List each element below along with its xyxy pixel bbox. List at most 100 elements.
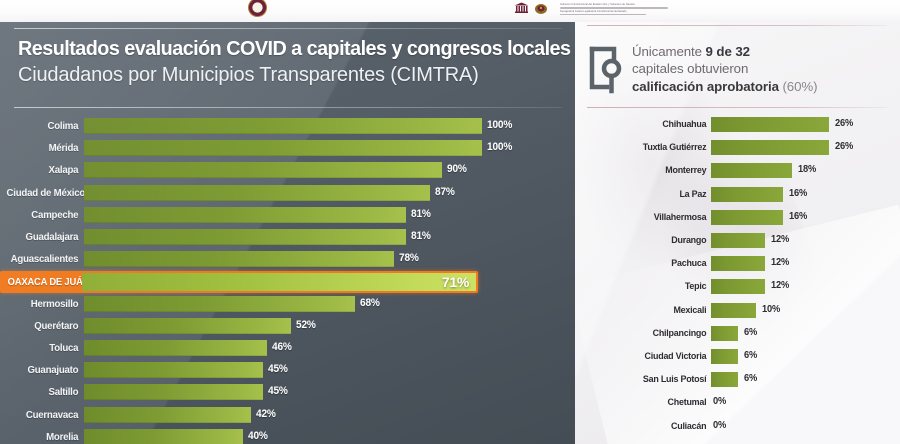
chart-row: Villahermosa 16% xyxy=(575,209,900,226)
chart-row: Tepic 12% xyxy=(575,278,900,295)
chart-row: Morelia 40% xyxy=(0,427,575,444)
right-chart-panel: Únicamente 9 de 32 capitales obtuvieron … xyxy=(575,22,900,444)
chart-row-label: Ciudad de México xyxy=(6,186,86,199)
chart-bar xyxy=(84,428,244,444)
chart-bar xyxy=(84,206,407,223)
callout-bold-2: calificación aprobatoria xyxy=(632,78,779,94)
chart-value-label: 90% xyxy=(447,163,467,176)
callout-line-2: capitales obtuvieron xyxy=(632,61,749,77)
chart-row: La Paz 16% xyxy=(575,186,900,203)
chart-value-label: 40% xyxy=(248,429,268,442)
chart-row-label: Saltillo xyxy=(48,386,79,399)
location-search-icon xyxy=(585,43,623,95)
chart-value-label: 100% xyxy=(487,119,513,131)
chart-row-label: Mérida xyxy=(48,142,79,155)
chart-bar xyxy=(711,140,829,156)
chart-row-label: Morelia xyxy=(46,430,79,443)
callout-lead: Únicamente xyxy=(632,43,706,59)
chart-value-label: 78% xyxy=(399,252,420,265)
chart-row-label: Aguascalientes xyxy=(10,253,79,266)
chart-value-label: 46% xyxy=(272,341,292,353)
chart-bar xyxy=(711,325,739,341)
chart-row: Chetumal 0% xyxy=(575,394,900,411)
chart-row-label: Villahermosa xyxy=(653,211,707,223)
chart-row: Durango 12% xyxy=(575,232,900,249)
chart-value-label: 26% xyxy=(834,141,853,153)
chart-row-highlighted: OAXACA DE JUÁREZ 71% xyxy=(0,271,575,294)
chart-value-label: 81% xyxy=(411,207,432,220)
institutional-banner: Gobierno Constitucional del Estado Libre… xyxy=(0,0,900,22)
chart-row: Chilpancingo 6% xyxy=(575,325,900,342)
chart-bar-track: 10% xyxy=(711,302,900,318)
chart-value-label: 12% xyxy=(771,257,790,269)
chart-bar xyxy=(84,406,252,423)
government-seal xyxy=(248,0,267,17)
chart-bar-track: 42% xyxy=(82,406,575,423)
chart-bar xyxy=(84,162,443,179)
chart-row-label: Toluca xyxy=(49,342,79,354)
chart-row-label: Tepic xyxy=(684,281,707,293)
chart-bar-track: 0% xyxy=(711,419,900,434)
chart-row: Monterrey 18% xyxy=(575,162,900,179)
chart-bar-track: 45% xyxy=(82,362,575,379)
chart-bar xyxy=(711,372,739,388)
chart-bar-track: 6% xyxy=(711,349,900,364)
chart-bar-track: 100% xyxy=(82,140,575,157)
chart-bar xyxy=(711,279,766,295)
chart-bar xyxy=(711,256,766,272)
chart-row: Mexicali 10% xyxy=(575,302,900,319)
page-title: Resultados evaluación COVID a capitales … xyxy=(18,37,571,60)
chart-value-label: 10% xyxy=(762,303,781,315)
highlight-frame: OAXACA DE JUÁREZ 71% xyxy=(0,271,478,294)
chart-bar xyxy=(84,295,355,312)
chart-bar-track: 90% xyxy=(82,162,575,179)
chart-row: Cuernavaca 42% xyxy=(0,405,575,425)
chart-value-label: 0% xyxy=(713,419,727,431)
institutional-caption: Gobierno Constitucional del Estado Libre… xyxy=(560,1,670,17)
chart-bar-track: 68% xyxy=(82,295,575,312)
chart-row-label: Colima xyxy=(47,120,79,132)
chart-value-label: 6% xyxy=(744,350,758,361)
header-rule-bottom xyxy=(14,107,562,108)
chart-value-label: 6% xyxy=(744,326,758,338)
congress-logo xyxy=(514,2,529,13)
chart-bar-track: 78% xyxy=(82,251,575,268)
chart-bar-track: 87% xyxy=(82,184,575,201)
callout-count: 9 de 32 xyxy=(705,43,751,59)
chart-bar: 71% xyxy=(82,273,476,292)
callout-rule-top xyxy=(587,25,887,26)
chart-row-label: Monterrey xyxy=(665,165,707,177)
chart-bar-track: 52% xyxy=(82,317,575,334)
chart-bar-track: 6% xyxy=(711,372,900,388)
chart-row: Ciudad Victoria 6% xyxy=(575,348,900,365)
chart-value-label: 68% xyxy=(359,296,380,309)
non-approving-capitals-bar-chart: Chihuahua 26% Tuxtla Gutiérrez 26% Monterrey… xyxy=(575,116,900,444)
chart-bar xyxy=(84,384,264,401)
chart-bar-track: 16% xyxy=(711,186,900,202)
page-subtitle: Ciudadanos por Municipios Transparentes … xyxy=(18,64,479,86)
chart-row-label: San Luis Potosí xyxy=(642,374,707,386)
chart-row-label: Querétaro xyxy=(34,319,79,332)
chart-bar-track: 12% xyxy=(711,279,900,295)
chart-value-label: 26% xyxy=(834,118,853,129)
chart-bar-track: 100% xyxy=(82,118,575,134)
chart-value-label: 18% xyxy=(798,164,817,176)
chart-row: Tuxtla Gutiérrez 26% xyxy=(575,139,900,156)
chart-row: Campeche 81% xyxy=(0,205,575,225)
chart-row-label: Tuxtla Gutiérrez xyxy=(642,142,707,154)
chart-row: Saltillo 45% xyxy=(0,382,575,402)
chart-row: Colima 100% xyxy=(0,116,575,136)
chart-bar-track: 26% xyxy=(711,117,900,132)
chart-value-label: 42% xyxy=(256,407,276,420)
chart-bar-track: 45% xyxy=(82,384,575,401)
chart-row: Culiacán 0% xyxy=(575,418,900,435)
chart-row-label: La Paz xyxy=(679,188,707,200)
callout-box: Únicamente 9 de 32 capitales obtuvieron … xyxy=(585,34,897,104)
chart-bar-track: 81% xyxy=(82,206,575,223)
chart-row-label: Guadalajara xyxy=(25,231,79,243)
chart-row: Mérida 100% xyxy=(0,138,575,158)
chart-row-label: OAXACA DE JUÁREZ xyxy=(7,276,101,288)
chart-row: Guanajuato 45% xyxy=(0,360,575,380)
chart-row: San Luis Potosí 6% xyxy=(575,371,900,388)
